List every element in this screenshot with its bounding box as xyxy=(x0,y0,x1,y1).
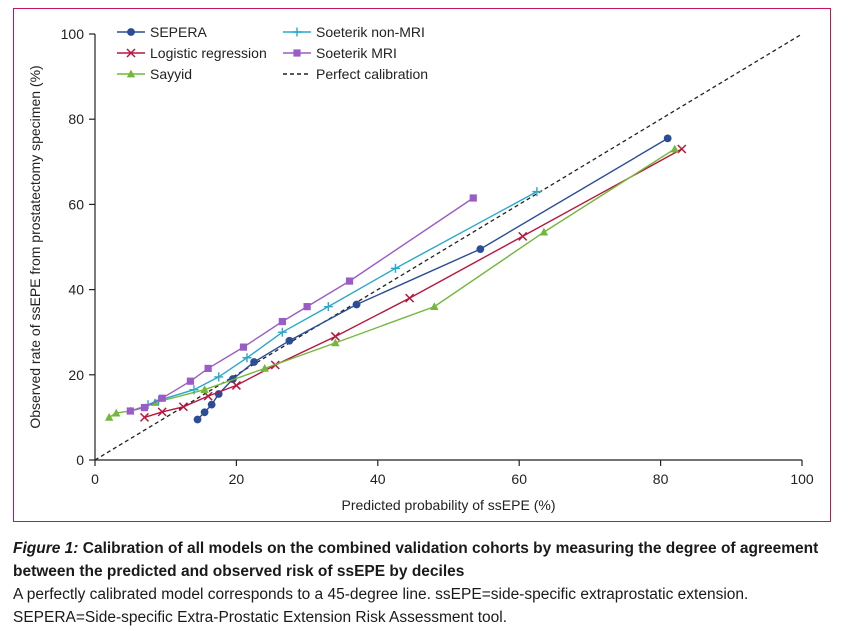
data-point-soeterik-mri xyxy=(469,194,477,202)
caption-title: Calibration of all models on the combine… xyxy=(13,540,819,580)
data-point-logistic-regression xyxy=(203,391,213,401)
legend-item-sepera: SEPERA xyxy=(117,24,207,40)
figure-frame: 0 20 40 60 80 100 0 20 40 60 80 100 Predicted probab… xyxy=(13,8,831,522)
data-point-soeterik-mri xyxy=(303,303,311,311)
data-point-soeterik-non-mri xyxy=(277,327,287,337)
data-point-soeterik-mri xyxy=(278,317,286,326)
data-point-sepera xyxy=(200,408,209,417)
data-point-sepera xyxy=(476,245,485,254)
data-point-soeterik-mri xyxy=(158,394,166,402)
legend: SEPERA Logistic regression Sayyid Soeterik … xyxy=(117,24,428,82)
y-tick-label: 80 xyxy=(68,111,84,127)
series-layer xyxy=(94,33,803,461)
series-line-soeterik-mri xyxy=(130,197,474,412)
data-point-sayyid xyxy=(331,338,340,347)
series-logistic-regression xyxy=(139,144,687,422)
data-point-logistic-regression xyxy=(178,402,188,412)
data-point-soeterik-mri xyxy=(126,407,134,415)
y-tick-label: 20 xyxy=(68,367,84,383)
data-point-logistic-regression xyxy=(518,231,528,241)
legend-item-sayyid: Sayyid xyxy=(117,66,192,82)
data-point-sepera xyxy=(285,336,294,345)
x-tick-label: 40 xyxy=(370,471,386,487)
y-tick-label: 100 xyxy=(61,26,85,42)
axes: 0 20 40 60 80 100 0 20 40 60 80 100 Predicted probab… xyxy=(27,26,814,513)
data-point-soeterik-non-mri xyxy=(214,372,224,382)
data-point-soeterik-mri xyxy=(239,343,248,351)
data-point-soeterik-mri xyxy=(204,364,212,373)
legend-marker-soeterik-non-mri xyxy=(292,27,302,37)
legend-label-perfect-calibration: Perfect calibration xyxy=(316,66,428,82)
data-point-logistic-regression xyxy=(677,144,687,154)
series-line-logistic-regression xyxy=(144,148,683,419)
y-tick-label: 0 xyxy=(76,452,84,468)
calibration-chart: 0 20 40 60 80 100 0 20 40 60 80 100 Predicted probab… xyxy=(27,24,814,513)
data-point-sayyid xyxy=(200,385,209,394)
series-line-perfect-calibration xyxy=(94,33,803,461)
data-point-logistic-regression xyxy=(157,407,167,417)
series-line-sepera xyxy=(197,137,669,420)
series-sepera xyxy=(193,134,672,424)
legend-label-sayyid: Sayyid xyxy=(150,66,192,82)
caption-figure-label: Figure 1: xyxy=(13,540,79,557)
x-tick-label: 20 xyxy=(229,471,245,487)
y-axis-label: Observed rate of ssEPE from prostatectom… xyxy=(27,65,43,428)
legend-item-soeterik-mri: Soeterik MRI xyxy=(283,45,397,61)
legend-item-soeterik-non-mri: Soeterik non-MRI xyxy=(283,24,425,40)
data-point-sayyid xyxy=(104,413,114,421)
legend-label-logistic-regression: Logistic regression xyxy=(150,45,267,61)
legend-marker-sepera xyxy=(127,28,135,36)
data-point-logistic-regression xyxy=(405,293,415,303)
legend-label-sepera: SEPERA xyxy=(150,24,207,40)
data-point-sayyid xyxy=(430,302,439,311)
series-sayyid xyxy=(104,144,679,421)
data-point-soeterik-non-mri xyxy=(189,385,199,395)
y-tick-label: 40 xyxy=(68,282,84,298)
data-point-sayyid xyxy=(112,408,121,417)
legend-label-soeterik-non-mri: Soeterik non-MRI xyxy=(316,24,425,40)
data-point-logistic-regression xyxy=(139,412,150,422)
figure-caption: Figure 1: Calibration of all models on t… xyxy=(13,537,843,629)
x-tick-label: 60 xyxy=(511,471,527,487)
data-point-sayyid xyxy=(539,227,549,236)
data-point-sayyid xyxy=(670,144,679,153)
x-tick-label: 0 xyxy=(91,471,99,487)
data-point-sepera xyxy=(207,400,216,409)
legend-item-logistic-regression: Logistic regression xyxy=(117,45,267,61)
x-axis-label: Predicted probability of ssEPE (%) xyxy=(342,497,556,513)
data-point-soeterik-non-mri xyxy=(390,263,400,273)
legend-item-perfect-calibration: Perfect calibration xyxy=(283,66,428,82)
x-tick-label: 100 xyxy=(790,471,814,487)
series-soeterik-non-mri xyxy=(143,187,542,410)
data-point-soeterik-non-mri xyxy=(532,187,542,197)
series-soeterik-mri xyxy=(126,194,477,415)
data-point-soeterik-non-mri xyxy=(323,302,333,312)
x-tick-label: 80 xyxy=(653,471,669,487)
data-point-sepera xyxy=(193,415,202,424)
series-perfect-calibration xyxy=(94,33,803,461)
legend-label-soeterik-mri: Soeterik MRI xyxy=(316,45,397,61)
series-line-soeterik-non-mri xyxy=(147,190,538,406)
data-point-soeterik-mri xyxy=(345,277,354,285)
data-point-sepera xyxy=(663,134,672,143)
data-point-soeterik-mri xyxy=(186,377,195,385)
data-point-soeterik-mri xyxy=(140,404,149,412)
legend-marker-soeterik-mri xyxy=(293,49,301,57)
data-point-soeterik-non-mri xyxy=(242,353,252,363)
data-point-logistic-regression xyxy=(330,331,340,341)
caption-line-2: SEPERA=Side-specific Extra-Prostatic Ext… xyxy=(13,609,508,626)
data-point-logistic-regression xyxy=(231,380,241,390)
caption-line-1: A perfectly calibrated model corresponds… xyxy=(13,586,749,603)
legend-marker-logistic-regression xyxy=(126,48,136,58)
data-point-sayyid xyxy=(260,364,269,372)
legend-marker-sayyid xyxy=(126,69,136,78)
data-point-sepera xyxy=(352,300,361,309)
data-point-sepera xyxy=(250,358,258,366)
y-tick-label: 60 xyxy=(68,196,84,212)
series-line-sayyid xyxy=(108,148,676,418)
